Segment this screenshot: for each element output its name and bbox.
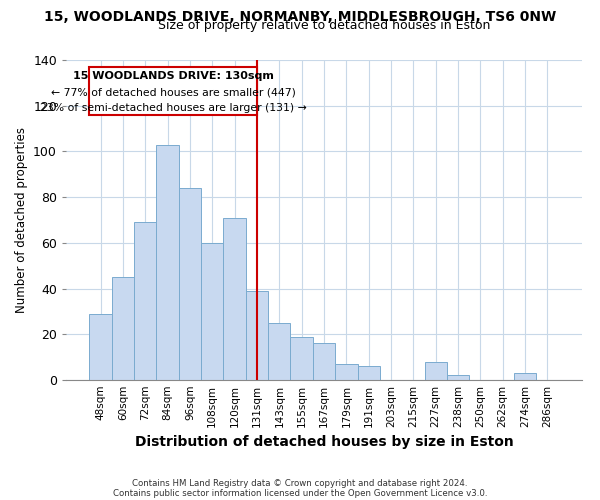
Bar	[201, 243, 223, 380]
Bar	[268, 323, 290, 380]
Text: 15, WOODLANDS DRIVE, NORMANBY, MIDDLESBROUGH, TS6 0NW: 15, WOODLANDS DRIVE, NORMANBY, MIDDLESBR…	[44, 10, 556, 24]
Bar	[425, 362, 447, 380]
Bar	[157, 144, 179, 380]
FancyBboxPatch shape	[89, 67, 257, 115]
Y-axis label: Number of detached properties: Number of detached properties	[14, 127, 28, 313]
Text: Contains HM Land Registry data © Crown copyright and database right 2024.: Contains HM Land Registry data © Crown c…	[132, 478, 468, 488]
Bar	[223, 218, 246, 380]
Bar	[112, 277, 134, 380]
Bar	[313, 344, 335, 380]
Text: 23% of semi-detached houses are larger (131) →: 23% of semi-detached houses are larger (…	[40, 104, 307, 114]
Bar	[134, 222, 157, 380]
Bar	[179, 188, 201, 380]
Text: 15 WOODLANDS DRIVE: 130sqm: 15 WOODLANDS DRIVE: 130sqm	[73, 72, 274, 82]
Bar	[514, 373, 536, 380]
Bar	[358, 366, 380, 380]
Text: Contains public sector information licensed under the Open Government Licence v3: Contains public sector information licen…	[113, 488, 487, 498]
Text: ← 77% of detached houses are smaller (447): ← 77% of detached houses are smaller (44…	[51, 88, 296, 98]
Bar	[290, 336, 313, 380]
Bar	[447, 376, 469, 380]
Title: Size of property relative to detached houses in Eston: Size of property relative to detached ho…	[158, 20, 490, 32]
Bar	[246, 291, 268, 380]
Bar	[335, 364, 358, 380]
Bar	[89, 314, 112, 380]
X-axis label: Distribution of detached houses by size in Eston: Distribution of detached houses by size …	[134, 436, 514, 450]
